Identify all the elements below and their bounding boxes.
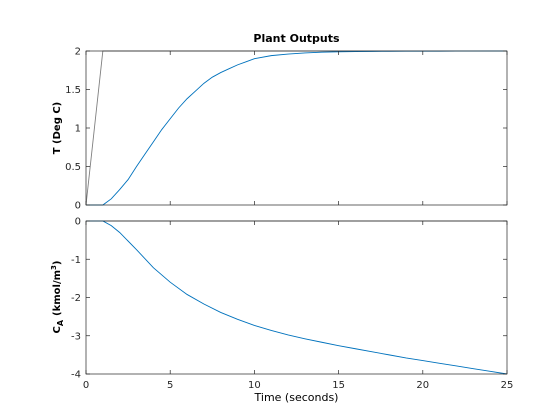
x-tick-label: 25 xyxy=(501,380,514,391)
top-ylabel: T (Deg C) xyxy=(52,102,63,155)
top-axes-background xyxy=(86,51,507,205)
top-ticks-group: 0 0.5 1 1.5 2 xyxy=(65,47,508,212)
bottom-ylabel-sub: A xyxy=(56,319,65,326)
bottom-axes: 0 5 10 15 20 25 -4 -3 -2 -1 0 CA (kmol/m3) Time (se… xyxy=(50,217,513,405)
bottom-ylabel-unit-sup: 3 xyxy=(50,265,58,270)
bottom-ylabel-main: C xyxy=(52,326,63,333)
y-tick-label: 1 xyxy=(75,124,81,135)
bottom-ticks-group: 0 5 10 15 20 25 -4 -3 -2 -1 0 xyxy=(71,217,513,392)
y-tick-label: -4 xyxy=(71,370,81,381)
y-tick-label: -1 xyxy=(71,255,81,266)
y-tick-label: 0 xyxy=(75,201,81,212)
x-tick-label: 0 xyxy=(83,380,89,391)
bottom-ylabel: CA (kmol/m3) xyxy=(50,260,65,333)
series-line-0 xyxy=(86,220,508,375)
bottom-ylabel-unit-pre: (kmol/m xyxy=(52,270,63,316)
x-tick-label: 10 xyxy=(248,380,261,391)
x-axis-label: Time (seconds) xyxy=(254,391,339,404)
chart-title: Plant Outputs xyxy=(253,32,340,45)
x-tick-label: 20 xyxy=(416,380,429,391)
y-tick-label: 1.5 xyxy=(65,85,81,96)
bottom-ylabel-unit-post: ) xyxy=(52,260,63,265)
x-tick-label: 5 xyxy=(167,380,173,391)
y-tick-label: 0 xyxy=(75,217,81,228)
bottom-axes-background xyxy=(86,221,507,374)
top-axes: 0 0.5 1 1.5 2 Plant Outputs T (Deg C) xyxy=(52,32,508,212)
x-tick-label: 15 xyxy=(332,380,345,391)
y-tick-label: 0.5 xyxy=(65,162,81,173)
y-tick-label: 2 xyxy=(75,47,81,58)
y-tick-label: -3 xyxy=(71,331,81,342)
y-tick-label: -2 xyxy=(71,293,81,304)
